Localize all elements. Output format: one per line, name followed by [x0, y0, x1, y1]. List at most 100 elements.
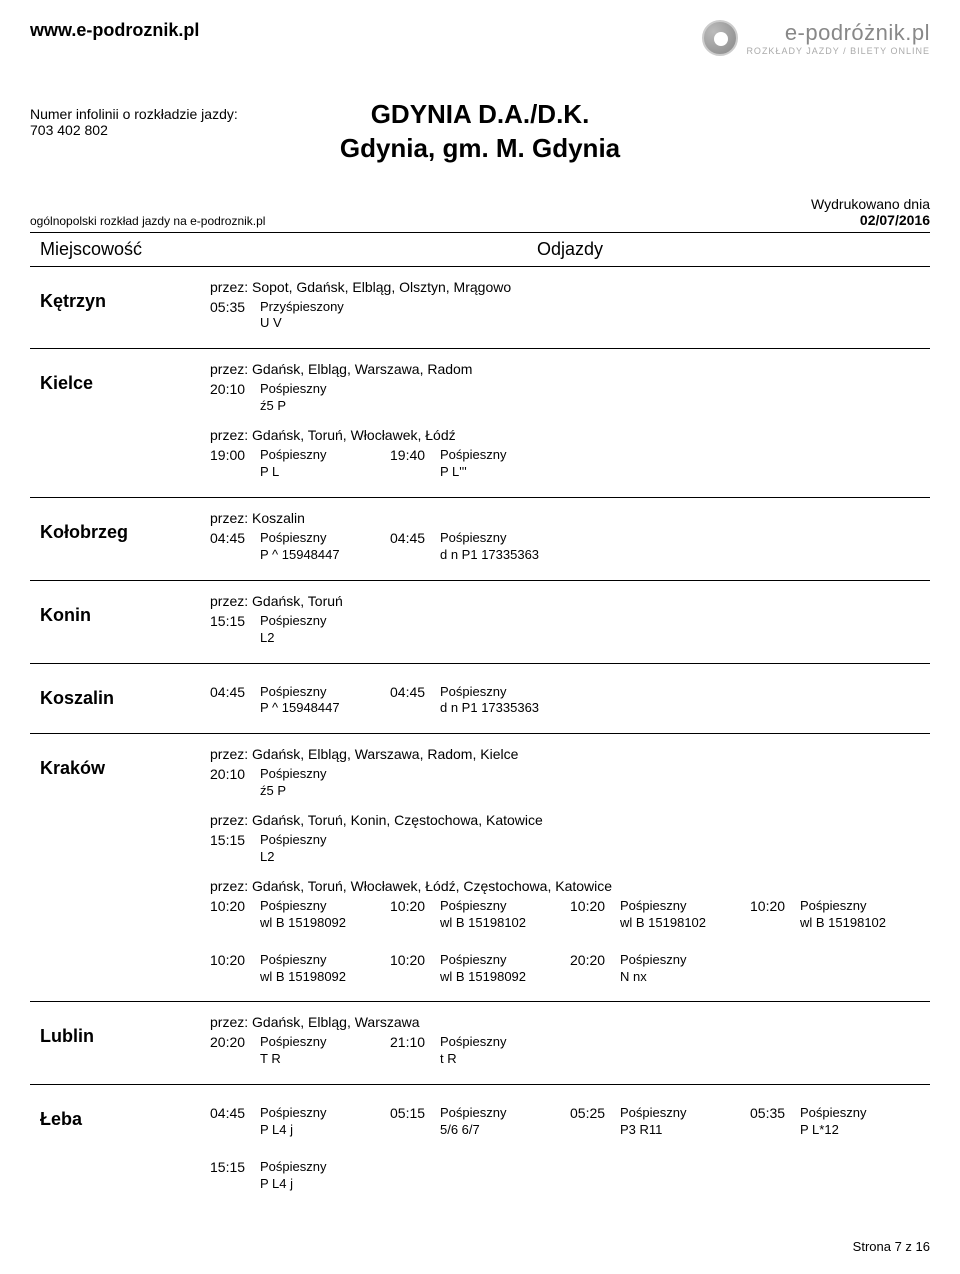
departure-info: PośpiesznyP ^ 15948447	[260, 530, 340, 564]
departure-code: P3 R11	[620, 1122, 686, 1139]
departure-code: d n P1 17335363	[440, 547, 539, 564]
departure-code: P L4 j	[260, 1176, 326, 1193]
departure-code: U V	[260, 315, 344, 332]
departure-code: P ^ 15948447	[260, 547, 340, 564]
departure-type: Pośpieszny	[260, 447, 326, 464]
logo-mark-icon	[702, 20, 738, 56]
page-footer: Strona 7 z 16	[30, 1239, 930, 1254]
destination-content: 04:45PośpiesznyP ^ 1594844704:45Pośpiesz…	[210, 670, 930, 724]
departure-code: wl B 15198102	[440, 915, 526, 932]
destination-content: przez: Gdańsk, Toruń 15:15PośpiesznyL2	[210, 587, 930, 653]
th-destination: Miejscowość	[30, 239, 210, 260]
destination-name: Konin	[30, 587, 210, 653]
departure-grid: 10:20Pośpiesznywl B 1519809210:20Pośpies…	[210, 898, 930, 938]
departure-item: 04:45PośpiesznyP ^ 15948447	[210, 530, 390, 564]
departure-type: Pośpieszny	[260, 766, 326, 783]
departure-item: 05:25PośpiesznyP3 R11	[570, 1105, 750, 1139]
departure-info: PośpiesznyN nx	[620, 952, 686, 986]
departure-type: Pośpieszny	[620, 898, 706, 915]
departure-time: 20:10	[210, 766, 260, 782]
destination-content: przez: Gdańsk, Elbląg, Warszawa, Radom20…	[210, 355, 930, 487]
departure-item: 04:45PośpiesznyP L4 j	[210, 1105, 390, 1139]
departure-info: PośpiesznyP3 R11	[620, 1105, 686, 1139]
departure-item: 20:10Pośpiesznyź5 P	[210, 381, 390, 415]
departure-grid: 05:35PrzyśpieszonyU V	[210, 299, 930, 339]
departure-time: 20:10	[210, 381, 260, 397]
destination-content: przez: Gdańsk, Elbląg, Warszawa, Radom, …	[210, 740, 930, 991]
departure-info: Pośpieszny5/6 6/7	[440, 1105, 506, 1139]
departure-time: 04:45	[390, 684, 440, 700]
destination-block: Koninprzez: Gdańsk, Toruń 15:15Pośpieszny…	[30, 581, 930, 664]
departure-code: N nx	[620, 969, 686, 986]
departure-type: Pośpieszny	[440, 1034, 506, 1051]
destination-name: Kraków	[30, 740, 210, 991]
departure-info: PośpiesznyP L4 j	[260, 1159, 326, 1193]
departure-type: Pośpieszny	[260, 1159, 326, 1176]
departure-type: Pośpieszny	[800, 1105, 866, 1122]
departure-info: Pośpiesznyd n P1 17335363	[440, 530, 539, 564]
departure-item: 10:20Pośpiesznywl B 15198102	[570, 898, 750, 932]
destination-content: 04:45PośpiesznyP L4 j05:15Pośpieszny5/6 …	[210, 1091, 930, 1199]
departure-grid: 04:45PośpiesznyP ^ 1594844704:45Pośpiesz…	[210, 530, 930, 570]
departure-code: P L4 j	[260, 1122, 326, 1139]
departure-info: PośpiesznyT R	[260, 1034, 326, 1068]
departure-info: Pośpiesznywl B 15198092	[440, 952, 526, 986]
destination-block: Kielceprzez: Gdańsk, Elbląg, Warszawa, R…	[30, 349, 930, 498]
departure-time: 04:45	[210, 530, 260, 546]
departure-code: P L*12	[800, 1122, 866, 1139]
departure-type: Pośpieszny	[260, 684, 340, 701]
departure-time: 19:40	[390, 447, 440, 463]
departure-info: PośpiesznyP ^ 15948447	[260, 684, 340, 718]
departure-time: 10:20	[390, 898, 440, 914]
departure-code: ź5 P	[260, 398, 326, 415]
departure-grid: 04:45PośpiesznyP L4 j05:15Pośpieszny5/6 …	[210, 1105, 930, 1145]
departure-time: 04:45	[210, 1105, 260, 1121]
departure-grid: 19:00PośpiesznyP L19:40PośpiesznyP L'''	[210, 447, 930, 487]
destination-name: Kętrzyn	[30, 273, 210, 339]
departure-item: 15:15PośpiesznyL2	[210, 613, 390, 647]
departure-code: P ^ 15948447	[260, 700, 340, 717]
destination-name: Lublin	[30, 1008, 210, 1074]
departure-time: 04:45	[210, 684, 260, 700]
departure-time: 10:20	[570, 898, 620, 914]
departure-item: 15:15PośpiesznyL2	[210, 832, 390, 866]
departure-time: 19:00	[210, 447, 260, 463]
departure-item: 04:45PośpiesznyP ^ 15948447	[210, 684, 390, 718]
destination-name: Łeba	[30, 1091, 210, 1199]
departure-time: 21:10	[390, 1034, 440, 1050]
departure-type: Przyśpieszony	[260, 299, 344, 316]
destination-content: przez: Koszalin04:45PośpiesznyP ^ 159484…	[210, 504, 930, 570]
departure-grid: 10:20Pośpiesznywl B 1519809210:20Pośpies…	[210, 952, 930, 992]
departure-item: 15:15PośpiesznyP L4 j	[210, 1159, 390, 1193]
departure-item: 05:35PrzyśpieszonyU V	[210, 299, 390, 333]
departure-type: Pośpieszny	[440, 684, 539, 701]
departure-grid: 20:20PośpiesznyT R21:10Pośpiesznyt R	[210, 1034, 930, 1074]
departure-info: PrzyśpieszonyU V	[260, 299, 344, 333]
departure-type: Pośpieszny	[620, 1105, 686, 1122]
departure-info: Pośpiesznyź5 P	[260, 766, 326, 800]
departure-code: T R	[260, 1051, 326, 1068]
destination-content: przez: Gdańsk, Elbląg, Warszawa20:20Pośp…	[210, 1008, 930, 1074]
departure-code: wl B 15198102	[620, 915, 706, 932]
departure-time: 05:35	[210, 299, 260, 315]
departure-code: wl B 15198092	[260, 915, 346, 932]
departure-grid: 15:15PośpiesznyL2	[210, 613, 930, 653]
departure-item: 10:20Pośpiesznywl B 15198102	[750, 898, 930, 932]
departure-type: Pośpieszny	[440, 530, 539, 547]
destination-name: Koszalin	[30, 670, 210, 724]
departure-info: Pośpiesznywl B 15198092	[260, 898, 346, 932]
departure-info: PośpiesznyP L	[260, 447, 326, 481]
departure-item: 10:20Pośpiesznywl B 15198092	[210, 898, 390, 932]
departure-info: PośpiesznyL2	[260, 613, 326, 647]
departure-time: 20:20	[210, 1034, 260, 1050]
departure-type: Pośpieszny	[440, 447, 506, 464]
printed-label: Wydrukowano dnia	[811, 196, 930, 212]
departure-item: 04:45Pośpiesznyd n P1 17335363	[390, 684, 570, 718]
destination-block: Kętrzynprzez: Sopot, Gdańsk, Elbląg, Ols…	[30, 267, 930, 350]
departure-info: PośpiesznyP L4 j	[260, 1105, 326, 1139]
departure-type: Pośpieszny	[260, 952, 346, 969]
destination-content: przez: Sopot, Gdańsk, Elbląg, Olsztyn, M…	[210, 273, 930, 339]
via-text: przez: Gdańsk, Toruń, Włocławek, Łódź	[210, 427, 930, 443]
via-text: przez: Gdańsk, Toruń	[210, 593, 930, 609]
departure-grid: 20:10Pośpiesznyź5 P	[210, 381, 930, 421]
